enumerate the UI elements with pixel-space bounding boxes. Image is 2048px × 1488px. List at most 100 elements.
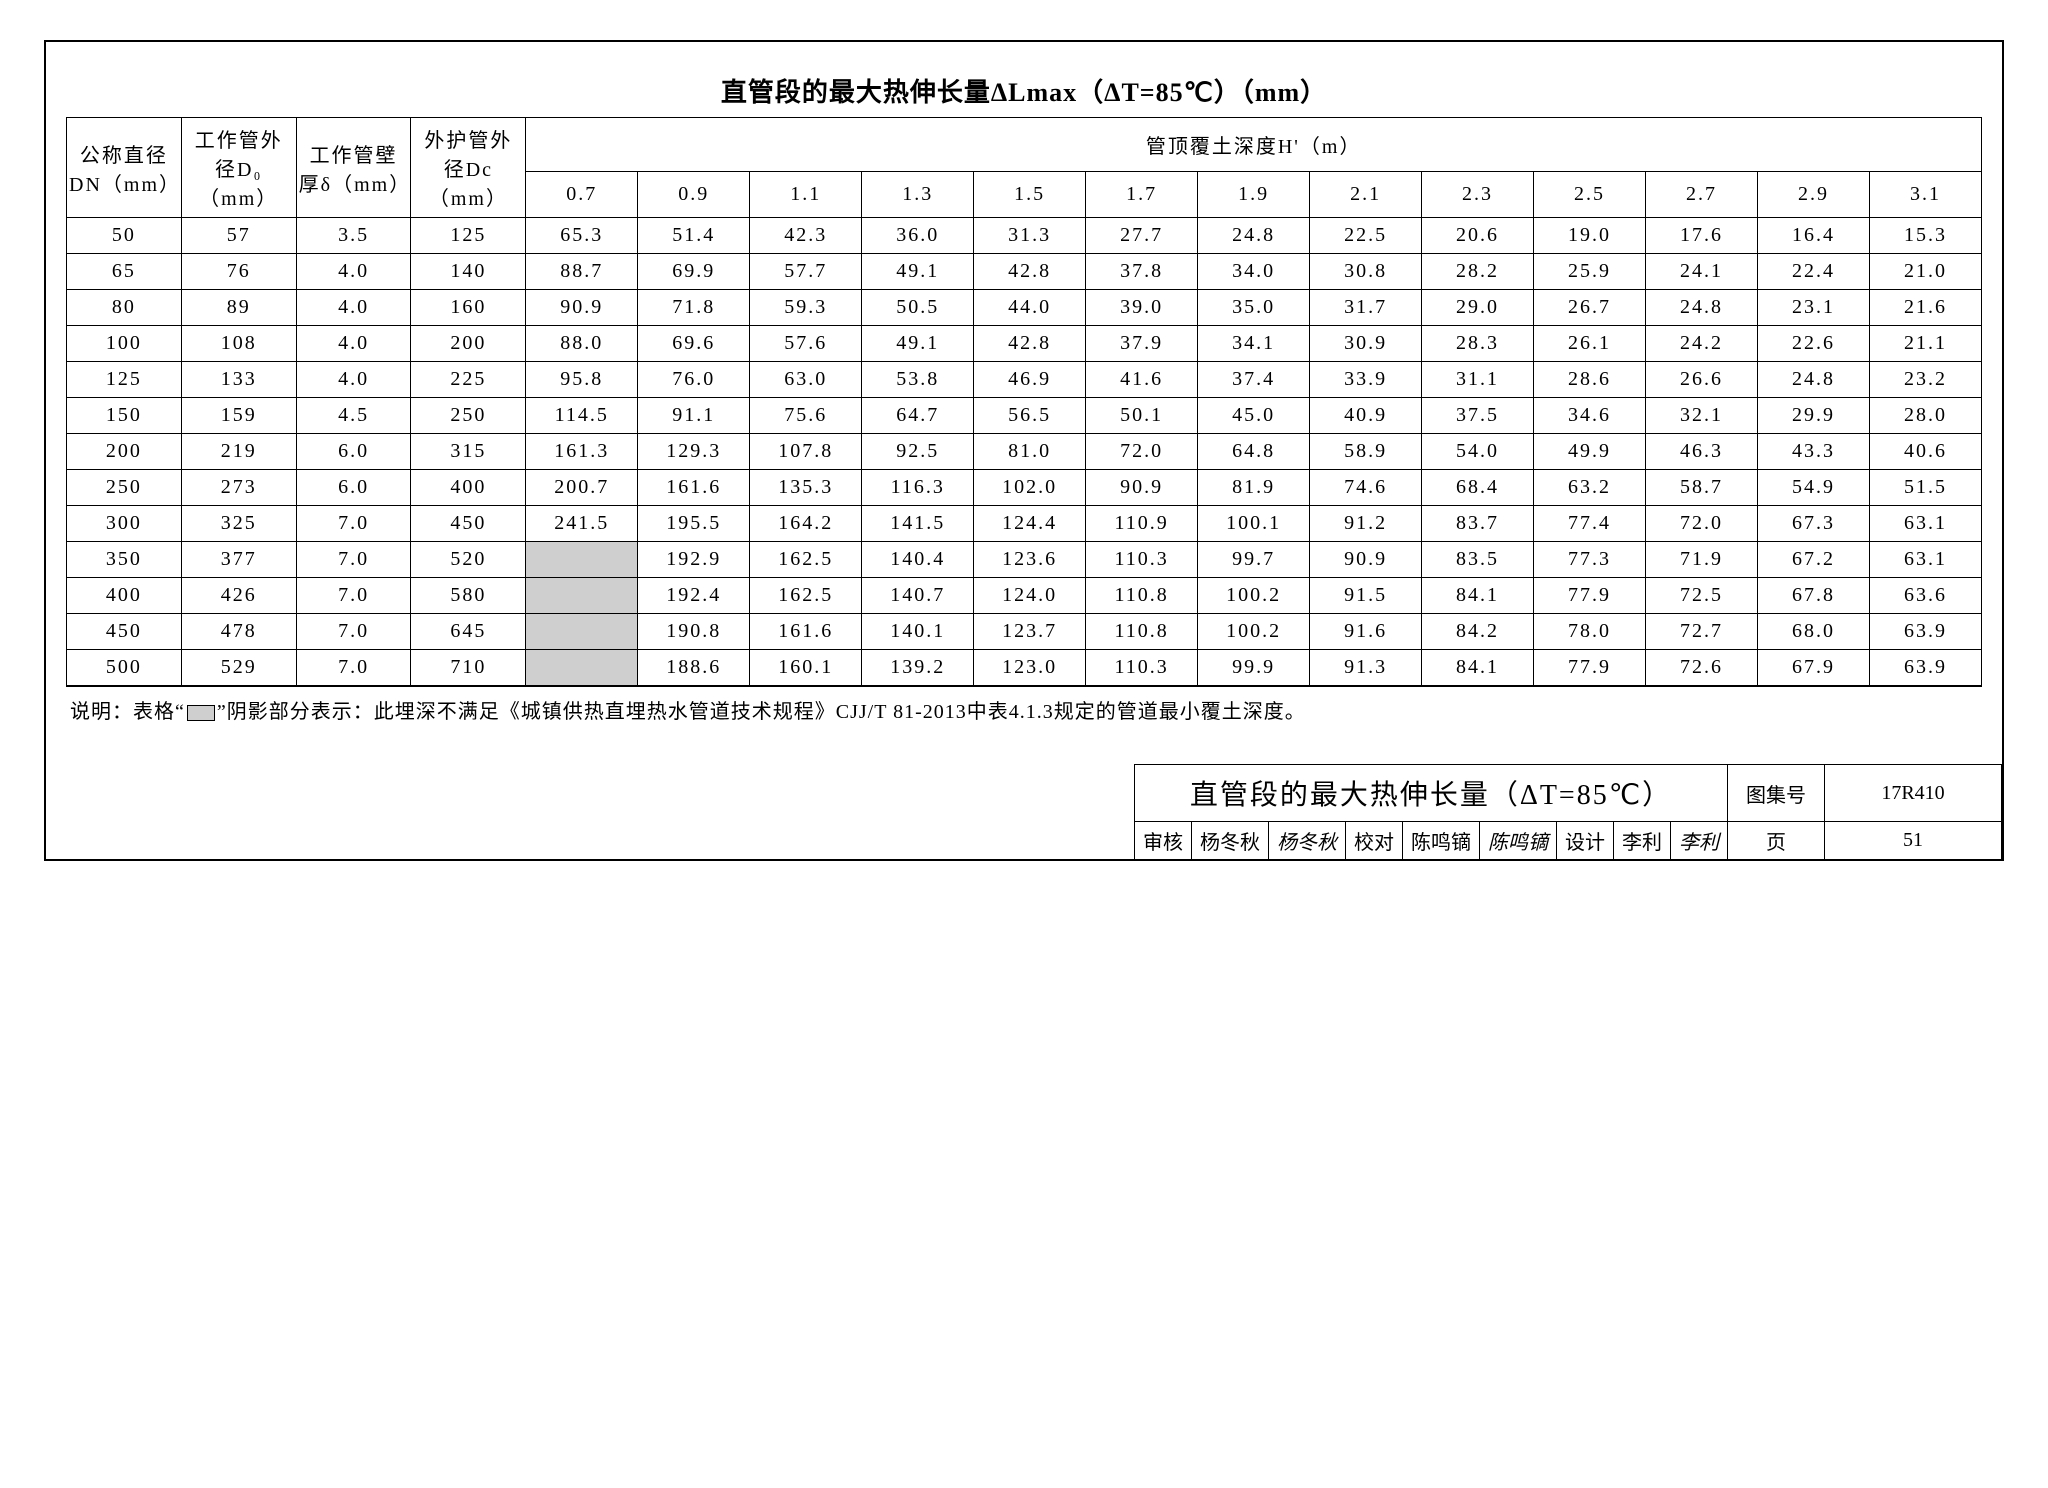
value-cell: 26.6 [1646, 362, 1758, 398]
param-cell: 7.0 [296, 650, 411, 686]
value-cell: 42.8 [974, 254, 1086, 290]
value-cell: 50.1 [1086, 398, 1198, 434]
value-cell: 53.8 [862, 362, 974, 398]
value-cell: 23.1 [1757, 290, 1869, 326]
value-cell: 91.2 [1310, 506, 1422, 542]
value-cell: 124.0 [974, 578, 1086, 614]
param-cell: 400 [67, 578, 182, 614]
depth-col-header: 2.7 [1646, 171, 1758, 217]
param-cell: 200 [67, 434, 182, 470]
note-suffix: ”阴影部分表示：此埋深不满足《城镇供热直埋热水管道技术规程》CJJ/T 81-2… [217, 701, 1306, 723]
col-delta: 工作管壁厚δ（mm） [296, 118, 411, 218]
value-cell: 44.0 [974, 290, 1086, 326]
param-cell: 76 [181, 254, 296, 290]
value-cell: 30.9 [1310, 326, 1422, 362]
value-cell: 110.3 [1086, 542, 1198, 578]
param-cell: 377 [181, 542, 296, 578]
value-cell: 58.9 [1310, 434, 1422, 470]
value-cell: 22.6 [1757, 326, 1869, 362]
value-cell: 23.2 [1869, 362, 1981, 398]
value-cell: 92.5 [862, 434, 974, 470]
value-cell: 72.0 [1646, 506, 1758, 542]
value-cell: 77.9 [1534, 578, 1646, 614]
value-cell: 45.0 [1198, 398, 1310, 434]
value-cell: 114.5 [526, 398, 638, 434]
param-cell: 500 [67, 650, 182, 686]
value-cell: 123.7 [974, 614, 1086, 650]
check-name: 陈鸣镝 [1403, 822, 1480, 860]
col-do: 工作管外径D₀（mm） [181, 118, 296, 218]
value-cell: 110.9 [1086, 506, 1198, 542]
value-cell: 141.5 [862, 506, 974, 542]
value-cell: 50.5 [862, 290, 974, 326]
shaded-box-icon [187, 705, 215, 721]
value-cell: 37.5 [1422, 398, 1534, 434]
depth-col-header: 2.3 [1422, 171, 1534, 217]
value-cell: 49.9 [1534, 434, 1646, 470]
value-cell: 162.5 [750, 578, 862, 614]
value-cell: 20.6 [1422, 218, 1534, 254]
value-cell: 67.8 [1757, 578, 1869, 614]
param-cell: 4.5 [296, 398, 411, 434]
value-cell: 69.9 [638, 254, 750, 290]
param-cell: 50 [67, 218, 182, 254]
value-cell: 83.5 [1422, 542, 1534, 578]
value-cell: 162.5 [750, 542, 862, 578]
param-cell: 125 [67, 362, 182, 398]
atlas-label: 图集号 [1728, 765, 1825, 822]
value-cell: 46.9 [974, 362, 1086, 398]
table-row: 2502736.0400200.7161.6135.3116.3102.090.… [67, 470, 1982, 506]
param-cell: 4.0 [296, 254, 411, 290]
param-cell: 108 [181, 326, 296, 362]
value-cell: 110.3 [1086, 650, 1198, 686]
col-dc: 外护管外径Dc（mm） [411, 118, 526, 218]
table-row: 1501594.5250114.591.175.664.756.550.145.… [67, 398, 1982, 434]
value-cell: 34.1 [1198, 326, 1310, 362]
value-cell: 40.6 [1869, 434, 1981, 470]
param-cell: 520 [411, 542, 526, 578]
value-cell: 161.3 [526, 434, 638, 470]
design-signature: 李利 [1671, 822, 1728, 860]
value-cell: 161.6 [638, 470, 750, 506]
value-cell: 40.9 [1310, 398, 1422, 434]
value-cell: 31.1 [1422, 362, 1534, 398]
value-cell: 90.9 [1086, 470, 1198, 506]
value-cell: 39.0 [1086, 290, 1198, 326]
value-cell: 64.8 [1198, 434, 1310, 470]
table-row: 5005297.0710188.6160.1139.2123.0110.399.… [67, 650, 1982, 686]
value-cell: 56.5 [974, 398, 1086, 434]
value-cell: 58.7 [1646, 470, 1758, 506]
param-cell: 100 [67, 326, 182, 362]
value-cell: 91.3 [1310, 650, 1422, 686]
param-cell: 225 [411, 362, 526, 398]
value-cell: 63.9 [1869, 614, 1981, 650]
value-cell: 116.3 [862, 470, 974, 506]
param-cell: 7.0 [296, 614, 411, 650]
design-name: 李利 [1614, 822, 1671, 860]
value-cell: 67.2 [1757, 542, 1869, 578]
value-cell [526, 542, 638, 578]
review-signature: 杨冬秋 [1269, 822, 1346, 860]
drawing-sheet: 直管段的最大热伸长量ΔLmax（ΔT=85℃）（mm） 公称直径DN（mm） 工… [44, 40, 2004, 861]
value-cell: 188.6 [638, 650, 750, 686]
param-cell: 3.5 [296, 218, 411, 254]
title-block: 直管段的最大热伸长量（ΔT=85℃） 图集号 17R410 审核 杨冬秋 杨冬秋… [1134, 764, 2002, 860]
value-cell: 63.6 [1869, 578, 1981, 614]
value-cell: 34.6 [1534, 398, 1646, 434]
value-cell: 24.1 [1646, 254, 1758, 290]
value-cell [526, 650, 638, 686]
param-cell: 7.0 [296, 506, 411, 542]
param-cell: 710 [411, 650, 526, 686]
value-cell: 241.5 [526, 506, 638, 542]
value-cell: 74.6 [1310, 470, 1422, 506]
value-cell: 140.7 [862, 578, 974, 614]
value-cell: 26.1 [1534, 326, 1646, 362]
value-cell: 37.8 [1086, 254, 1198, 290]
value-cell: 21.0 [1869, 254, 1981, 290]
value-cell: 161.6 [750, 614, 862, 650]
value-cell: 77.4 [1534, 506, 1646, 542]
value-cell: 41.6 [1086, 362, 1198, 398]
value-cell: 71.8 [638, 290, 750, 326]
value-cell: 72.7 [1646, 614, 1758, 650]
value-cell: 129.3 [638, 434, 750, 470]
